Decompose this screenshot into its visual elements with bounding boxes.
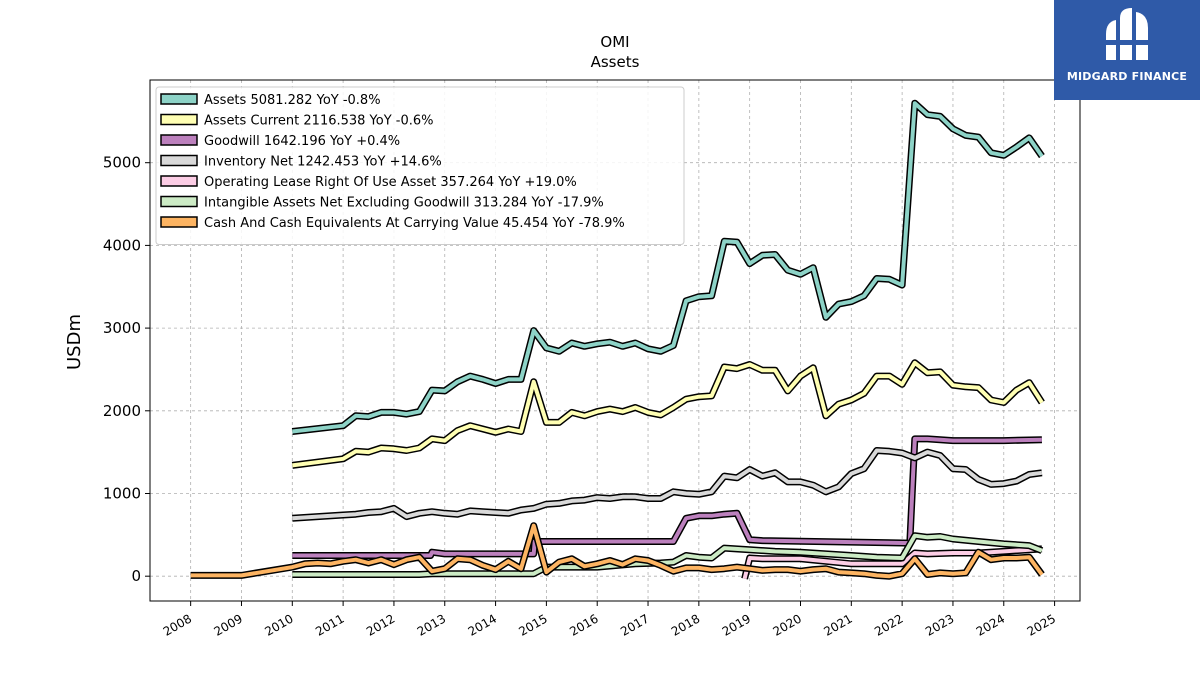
x-tick-label: 2008	[161, 611, 194, 638]
x-tick-label: 2018	[669, 611, 702, 638]
legend-swatch	[160, 195, 198, 208]
legend-label: Goodwill 1642.196 YoY +0.4%	[204, 134, 400, 149]
x-tick-label: 2011	[313, 611, 346, 638]
series-stroke	[190, 523, 1044, 579]
series-line	[291, 99, 1045, 435]
series-line	[291, 359, 1045, 469]
series-stroke	[292, 436, 1042, 558]
legend-swatch	[160, 93, 198, 105]
legend-label: Intangible Assets Net Excluding Goodwill…	[204, 196, 604, 211]
legend-swatch	[160, 216, 198, 228]
brand-mark-icon	[1104, 8, 1150, 60]
x-tick-label: 2009	[212, 611, 245, 638]
x-tick-label: 2022	[872, 611, 905, 638]
series-stroke	[292, 448, 1043, 521]
legend-swatch	[160, 175, 198, 187]
y-tick-label: 0	[131, 567, 141, 585]
legend-swatch	[160, 154, 198, 167]
legend-label: Cash And Cash Equivalents At Carrying Va…	[204, 216, 625, 231]
x-tick-label: 2016	[567, 611, 600, 638]
legend-swatch	[160, 113, 198, 126]
legend-swatch	[160, 134, 198, 146]
y-tick-label: 5000	[103, 154, 141, 172]
series-line	[292, 435, 1042, 559]
series-lines	[190, 99, 1045, 580]
legend: Assets 5081.282 YoY -0.8% Assets Current …	[155, 86, 685, 245]
series-stroke	[292, 533, 1043, 577]
series-stroke	[742, 546, 1043, 580]
x-axis: 2008 2009 2010 2011 2012 2013 2014 2015 2016 2017…	[161, 601, 1058, 639]
x-tick-label: 2021	[821, 611, 854, 638]
legend-label: Operating Lease Right Of Use Asset 357.2…	[204, 175, 577, 190]
y-tick-label: 1000	[103, 484, 141, 502]
legend-label: Inventory Net 1242.453 YoY +14.6%	[204, 155, 442, 170]
x-tick-label: 2015	[516, 611, 549, 638]
series-line	[190, 522, 1045, 580]
brand-logo: MIDGARD FINANCE	[1054, 0, 1200, 100]
series-line	[292, 447, 1043, 522]
y-axis-label: USDm	[64, 314, 85, 370]
y-tick-label: 3000	[103, 319, 141, 337]
brand-name: MIDGARD FINANCE	[1066, 70, 1188, 83]
x-tick-label: 2025	[1025, 611, 1058, 638]
x-tick-label: 2017	[618, 611, 651, 638]
x-tick-label: 2020	[771, 611, 804, 638]
series-line	[741, 545, 1043, 580]
x-tick-label: 2024	[974, 611, 1007, 638]
x-tick-label: 2012	[364, 611, 397, 638]
x-tick-label: 2014	[466, 611, 499, 638]
x-tick-label: 2010	[262, 611, 295, 638]
legend-label: Assets 5081.282 YoY -0.8%	[204, 93, 381, 108]
series-stroke	[292, 101, 1044, 434]
x-tick-label: 2019	[720, 611, 753, 638]
series-stroke	[292, 360, 1044, 468]
plot-frame	[149, 79, 1081, 602]
series-outline	[292, 447, 1043, 522]
chart-subtitle: Assets	[591, 53, 640, 71]
y-tick-label: 4000	[103, 236, 141, 254]
y-tick-label: 2000	[103, 402, 141, 420]
y-axis: 0 1000 2000 3000 4000 5000	[103, 154, 150, 585]
legend-label: Assets Current 2116.538 YoY -0.6%	[204, 114, 434, 129]
chart-title: OMI	[600, 33, 629, 51]
legend-box	[155, 86, 685, 245]
x-tick-label: 2013	[415, 611, 448, 638]
series-line	[292, 532, 1044, 578]
x-tick-label: 2023	[923, 611, 956, 638]
